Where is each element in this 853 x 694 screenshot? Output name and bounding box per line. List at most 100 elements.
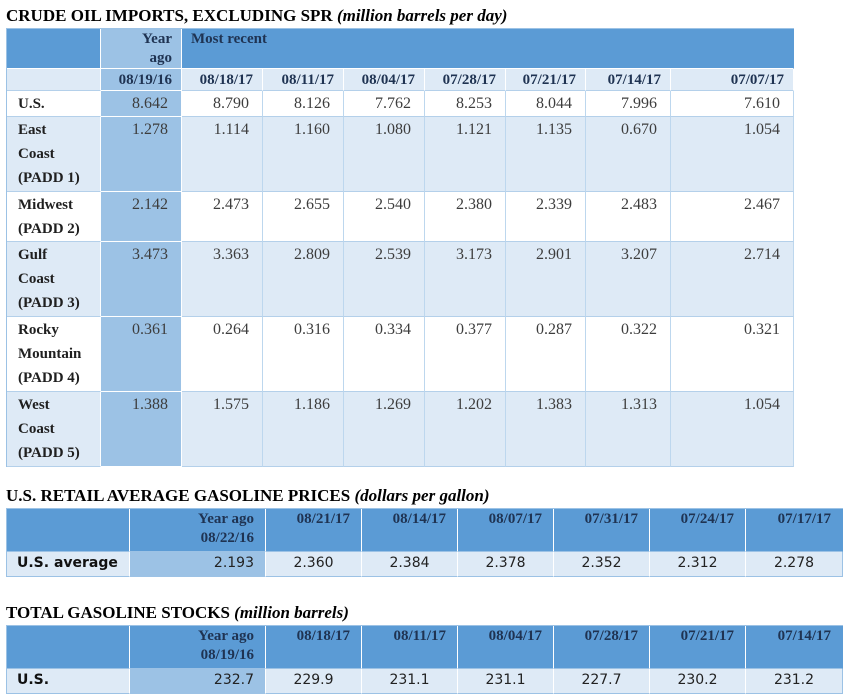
date-header: 07/14/17 [746,626,843,669]
year-ago-header: Year ago [101,29,182,69]
value-cell: 3.207 [586,242,671,317]
date-header: 08/14/17 [362,509,458,552]
date-header: 08/21/17 [266,509,362,552]
value-cell: 8.126 [263,91,344,117]
value-cell: 2.467 [671,192,795,242]
value-cell: 1.160 [263,117,344,192]
year-ago-value: 2.142 [101,192,182,242]
header-corner-cell [7,626,130,669]
value-cell: 1.135 [506,117,586,192]
value-cell: 1.054 [671,392,795,467]
value-cell: 231.2 [746,669,843,694]
most-recent-header: Most recent [182,29,795,69]
value-cell: 8.253 [425,91,506,117]
table-row-gulf-coast: Gulf Coast (PADD 3) 3.473 3.363 2.809 2.… [7,242,795,317]
table-row-west-coast: West Coast (PADD 5) 1.388 1.575 1.186 1.… [7,392,795,467]
crude-oil-imports-title: CRUDE OIL IMPORTS, EXCLUDING SPR (millio… [6,6,853,25]
table-row-us-average: U.S. average 2.193 2.360 2.384 2.378 2.3… [7,552,843,577]
value-cell: 231.1 [362,669,458,694]
crude-oil-imports-title-text: CRUDE OIL IMPORTS, EXCLUDING SPR [6,6,333,25]
value-cell: 0.264 [182,317,263,392]
value-cell: 1.383 [506,392,586,467]
date-header: 07/07/17 [671,69,795,91]
table-row-east-coast: East Coast (PADD 1) 1.278 1.114 1.160 1.… [7,117,795,192]
date-header: 07/31/17 [554,509,650,552]
header-corner-cell [7,509,130,552]
gasoline-prices-title-unit: (dollars per gallon) [354,486,490,505]
value-cell: 8.790 [182,91,263,117]
table-row-midwest: Midwest (PADD 2) 2.142 2.473 2.655 2.540… [7,192,795,242]
value-cell: 0.322 [586,317,671,392]
value-cell: 2.384 [362,552,458,577]
value-cell: 0.334 [344,317,425,392]
row-label: Gulf Coast (PADD 3) [7,242,101,317]
date-header: 08/18/17 [266,626,362,669]
value-cell: 1.080 [344,117,425,192]
header-corner-cell [7,29,101,69]
value-cell: 3.363 [182,242,263,317]
date-header: 08/18/17 [182,69,263,91]
gasoline-prices-title: U.S. RETAIL AVERAGE GASOLINE PRICES (dol… [6,486,853,505]
date-header: 07/21/17 [650,626,746,669]
value-cell: 7.996 [586,91,671,117]
table-header-row: Year ago 08/22/16 08/21/17 08/14/17 08/0… [7,509,843,552]
year-ago-header-label: Year ago [142,31,172,66]
value-cell: 0.670 [586,117,671,192]
row-label: Midwest (PADD 2) [7,192,101,242]
value-cell: 1.186 [263,392,344,467]
row-label: U.S. [7,669,130,694]
year-ago-header-label: Year ago [198,511,254,527]
date-header: 08/04/17 [458,626,554,669]
gasoline-prices-table: Year ago 08/22/16 08/21/17 08/14/17 08/0… [6,508,843,577]
year-ago-value: 0.361 [101,317,182,392]
value-cell: 1.269 [344,392,425,467]
value-cell: 2.539 [344,242,425,317]
gasoline-stocks-title-unit: (million barrels) [234,603,349,622]
table-header-row: Year ago Most recent [7,29,795,69]
row-label: East Coast (PADD 1) [7,117,101,192]
year-ago-value: 1.278 [101,117,182,192]
year-ago-value: 2.193 [130,552,266,577]
value-cell: 1.313 [586,392,671,467]
date-header: 07/14/17 [586,69,671,91]
value-cell: 2.655 [263,192,344,242]
value-cell: 0.321 [671,317,795,392]
value-cell: 229.9 [266,669,362,694]
year-ago-date-header: 08/19/16 [101,69,182,91]
gasoline-stocks-title: TOTAL GASOLINE STOCKS (million barrels) [6,603,853,622]
value-cell: 0.316 [263,317,344,392]
date-header: 07/28/17 [554,626,650,669]
value-cell: 2.473 [182,192,263,242]
year-ago-header-label: Year ago [198,628,254,644]
value-cell: 2.339 [506,192,586,242]
year-ago-value: 1.388 [101,392,182,467]
table-row-us: U.S. 8.642 8.790 8.126 7.762 8.253 8.044… [7,91,795,117]
row-label: U.S. [7,91,101,117]
date-header: 07/28/17 [425,69,506,91]
value-cell: 1.054 [671,117,795,192]
date-header: 08/07/17 [458,509,554,552]
value-cell: 8.044 [506,91,586,117]
value-cell: 2.809 [263,242,344,317]
value-cell: 7.610 [671,91,795,117]
value-cell: 227.7 [554,669,650,694]
value-cell: 2.714 [671,242,795,317]
value-cell: 1.202 [425,392,506,467]
value-cell: 1.575 [182,392,263,467]
value-cell: 2.380 [425,192,506,242]
row-label: U.S. average [7,552,130,577]
date-header: 08/04/17 [344,69,425,91]
value-cell: 230.2 [650,669,746,694]
value-cell: 2.483 [586,192,671,242]
date-header: 08/11/17 [362,626,458,669]
value-cell: 2.378 [458,552,554,577]
crude-oil-imports-title-unit: (million barrels per day) [336,6,508,25]
value-cell: 2.312 [650,552,746,577]
year-ago-value: 232.7 [130,669,266,694]
year-ago-header: Year ago 08/22/16 [130,509,266,552]
value-cell: 3.173 [425,242,506,317]
date-header: 07/17/17 [746,509,843,552]
gasoline-stocks-table: Year ago 08/19/16 08/18/17 08/11/17 08/0… [6,625,843,694]
table-row-rocky-mountain: Rocky Mountain (PADD 4) 0.361 0.264 0.31… [7,317,795,392]
